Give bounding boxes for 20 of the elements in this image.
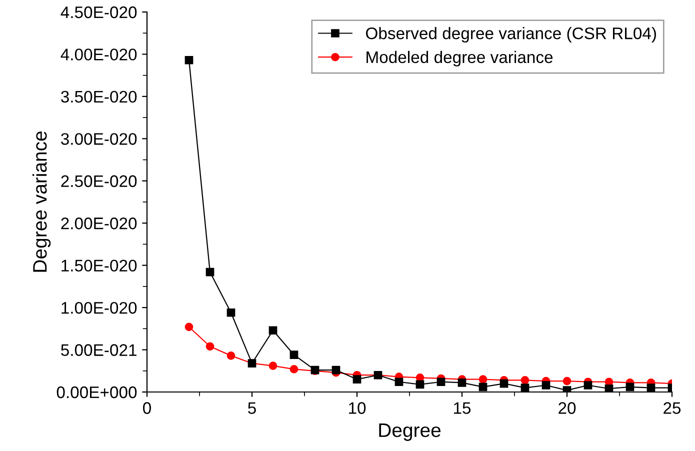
y-tick-label: 1.50E-020 <box>62 260 137 272</box>
y-tick-label: 2.00E-020 <box>61 218 137 230</box>
y-tick-label: 3.00E-020 <box>61 133 137 145</box>
x-tick-label: 20 <box>558 402 576 414</box>
y-tick-label: 2.50E-020 <box>61 175 137 188</box>
x-tick-label: 5 <box>248 402 256 414</box>
x-axis-title: Degree <box>379 424 441 441</box>
y-tick-label: 5.00E-021 <box>61 344 136 356</box>
x-tick-label: 10 <box>349 402 366 414</box>
y-tick-label: 4.50E-020 <box>60 6 137 18</box>
y-tick-label: 4.00E-020 <box>60 48 137 60</box>
legend-label: Observed degree variance (CSR RL04) <box>366 27 656 43</box>
x-tick-label: 25 <box>664 402 681 414</box>
y-tick-label: 3.50E-020 <box>61 90 137 103</box>
y-tick-label: 1.00E-020 <box>62 302 137 314</box>
x-tick-label: 15 <box>454 402 471 414</box>
x-tick-label: 0 <box>143 402 151 414</box>
legend-label: Modeled degree variance <box>366 50 553 66</box>
y-axis-title: Degree variance <box>32 132 51 272</box>
y-tick-label: 0.00E+000 <box>56 386 137 398</box>
